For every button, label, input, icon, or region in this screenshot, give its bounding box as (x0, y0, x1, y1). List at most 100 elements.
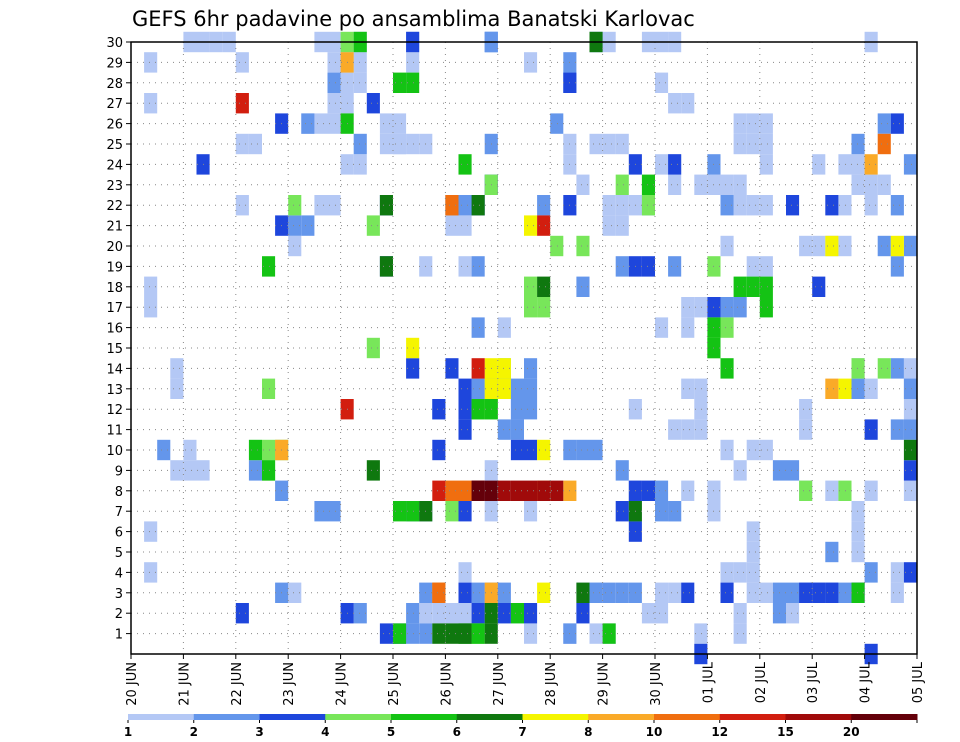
y-tick-label: 6 (115, 526, 123, 541)
heat-cell (720, 195, 734, 216)
heat-cell (720, 439, 734, 461)
heat-cell (144, 93, 158, 114)
heat-cell (668, 419, 682, 440)
colorbar-swatch (588, 714, 655, 720)
heat-cell (825, 235, 839, 257)
heat-cell (144, 562, 158, 583)
heat-cell (851, 154, 865, 175)
heat-cell (524, 623, 538, 644)
heat-cell (799, 480, 813, 501)
heatmap-cells (144, 31, 917, 665)
y-tick-label: 12 (106, 403, 123, 418)
heat-cell (510, 439, 524, 461)
heat-cell (248, 460, 262, 481)
heat-cell (877, 174, 891, 195)
heat-cell (262, 460, 276, 481)
heat-cell (602, 582, 616, 603)
heat-cell (851, 358, 865, 379)
heat-cell (668, 93, 682, 114)
heat-cell (550, 235, 564, 257)
heat-cell (746, 113, 760, 134)
heat-cell (327, 113, 341, 134)
heat-cell (235, 52, 249, 73)
heat-cell (445, 501, 459, 522)
x-tick-label: 30 JUN (649, 662, 664, 706)
colorbar-swatch (128, 714, 195, 720)
heat-cell (235, 93, 249, 114)
heat-cell (510, 419, 524, 440)
heat-cell (694, 623, 708, 644)
heat-cell (537, 297, 551, 318)
heat-cell (170, 460, 184, 481)
x-tick-label: 20 JUN (125, 662, 140, 706)
heat-cell (746, 256, 760, 277)
x-tick-label: 25 JUN (387, 662, 402, 706)
heat-cell (786, 603, 800, 624)
heat-cell (786, 460, 800, 481)
heat-cell (615, 195, 629, 216)
heat-cell (327, 52, 341, 73)
heat-cell (406, 133, 420, 155)
heat-cell (366, 460, 380, 481)
heat-cell (746, 439, 760, 461)
y-tick-label: 30 (106, 36, 123, 51)
heat-cell (432, 399, 446, 420)
heat-cell (851, 521, 865, 542)
heat-cell (458, 195, 472, 216)
heat-cell (799, 235, 813, 257)
heat-cell (890, 358, 904, 379)
heat-cell (366, 337, 380, 359)
y-tick-label: 7 (115, 505, 123, 520)
heat-cell (497, 582, 511, 603)
heat-cell (903, 358, 917, 379)
heat-cell (641, 174, 655, 195)
heat-cell (497, 480, 511, 501)
y-tick-label: 19 (106, 260, 123, 275)
heat-cell (301, 113, 315, 134)
x-tick-label: 27 JUN (492, 662, 507, 706)
heat-cell (733, 460, 747, 481)
heat-cell (524, 603, 538, 624)
heat-cell (262, 256, 276, 277)
heat-cell (550, 113, 564, 134)
colorbar-label: 4 (321, 725, 329, 739)
heat-cell (799, 582, 813, 603)
heat-cell (694, 419, 708, 440)
heat-cell (576, 174, 590, 195)
heat-cell (393, 501, 407, 522)
heat-cell (851, 582, 865, 603)
heat-cell (524, 439, 538, 461)
y-tick-label: 23 (106, 179, 123, 194)
heat-cell (759, 154, 773, 175)
x-axis: 20 JUN 21 JUN 22 JUN 23 JUN 24 JUN 25 JUN 26 J… (125, 654, 926, 706)
heat-cell (524, 52, 538, 73)
heat-cell (759, 439, 773, 461)
heat-cell (746, 521, 760, 542)
heat-cell (144, 521, 158, 542)
heat-cell (406, 72, 420, 93)
colorbar-swatch (654, 714, 721, 720)
heat-cell (890, 195, 904, 216)
x-tick-label: 24 JUN (335, 662, 350, 706)
heat-cell (838, 582, 852, 603)
heat-cell (641, 256, 655, 277)
heat-cell (524, 399, 538, 420)
y-tick-label: 15 (106, 342, 123, 357)
heat-cell (471, 195, 485, 216)
heat-cell (379, 113, 393, 134)
heat-cell (903, 480, 917, 501)
heat-cell (458, 623, 472, 644)
heat-cell (550, 480, 564, 501)
heat-cell (445, 195, 459, 216)
heat-cell (445, 480, 459, 501)
heat-cell (681, 317, 695, 338)
heat-cell (524, 297, 538, 318)
heat-cell (432, 480, 446, 501)
heat-cell (733, 133, 747, 155)
y-tick-label: 22 (106, 199, 123, 214)
heat-cell (576, 439, 590, 461)
heat-cell (655, 480, 669, 501)
heat-cell (353, 603, 367, 624)
heat-cell (235, 133, 249, 155)
heat-cell (903, 235, 917, 257)
